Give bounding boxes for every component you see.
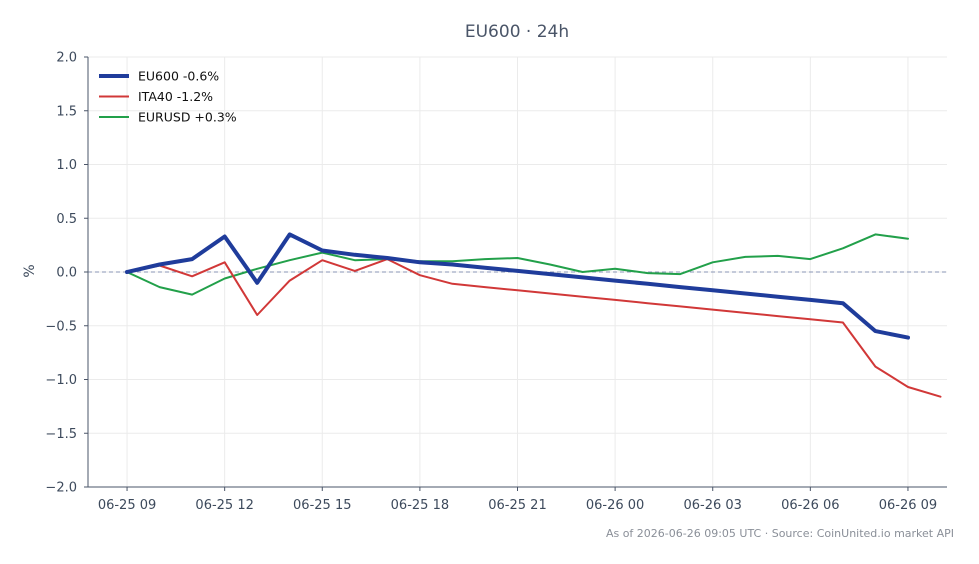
y-tick-label: 1.5 — [56, 104, 77, 119]
y-tick-label: −2.0 — [45, 481, 77, 496]
x-tick-label: 06-25 09 — [98, 498, 156, 513]
series-line-2 — [126, 233, 909, 296]
x-tick-label: 06-26 09 — [879, 498, 937, 513]
x-axis-ticks: 06-25 09 06-25 12 06-25 15 06-25 18 06-25 21… — [98, 487, 937, 513]
chart-title: EU600 · 24h — [465, 22, 569, 42]
x-tick-label: 06-26 03 — [684, 498, 742, 513]
legend-label: ITA40 -1.2% — [138, 89, 213, 104]
x-tick-label: 06-25 12 — [195, 498, 253, 513]
y-tick-label: 0.5 — [56, 212, 77, 227]
y-tick-label: −1.5 — [45, 427, 77, 442]
series-lines — [125, 232, 942, 398]
y-tick-label: 2.0 — [56, 51, 77, 66]
series-line-1 — [126, 258, 942, 398]
y-tick-label: −1.0 — [45, 373, 77, 388]
y-tick-label: 0.0 — [56, 266, 77, 281]
x-tick-label: 06-26 00 — [586, 498, 644, 513]
x-tick-label: 06-25 18 — [391, 498, 449, 513]
x-tick-label: 06-25 21 — [488, 498, 546, 513]
x-tick-label: 06-26 06 — [781, 498, 839, 513]
footnote: As of 2026-06-26 09:05 UTC · Source: Coi… — [606, 527, 954, 540]
y-axis-label: % — [22, 264, 38, 277]
y-tick-label: 1.0 — [56, 158, 77, 173]
y-tick-label: −0.5 — [45, 319, 77, 334]
y-axis-ticks: 2.0 1.5 1.0 0.5 0.0 −0.5 −1.0 −1.5 −2.0 — [45, 51, 88, 496]
legend-label: EURUSD +0.3% — [138, 110, 237, 125]
series-line-0 — [125, 232, 910, 340]
legend-label: EU600 -0.6% — [138, 69, 219, 84]
legend: EU600 -0.6% ITA40 -1.2% EURUSD +0.3% — [99, 69, 237, 125]
x-tick-label: 06-25 15 — [293, 498, 351, 513]
